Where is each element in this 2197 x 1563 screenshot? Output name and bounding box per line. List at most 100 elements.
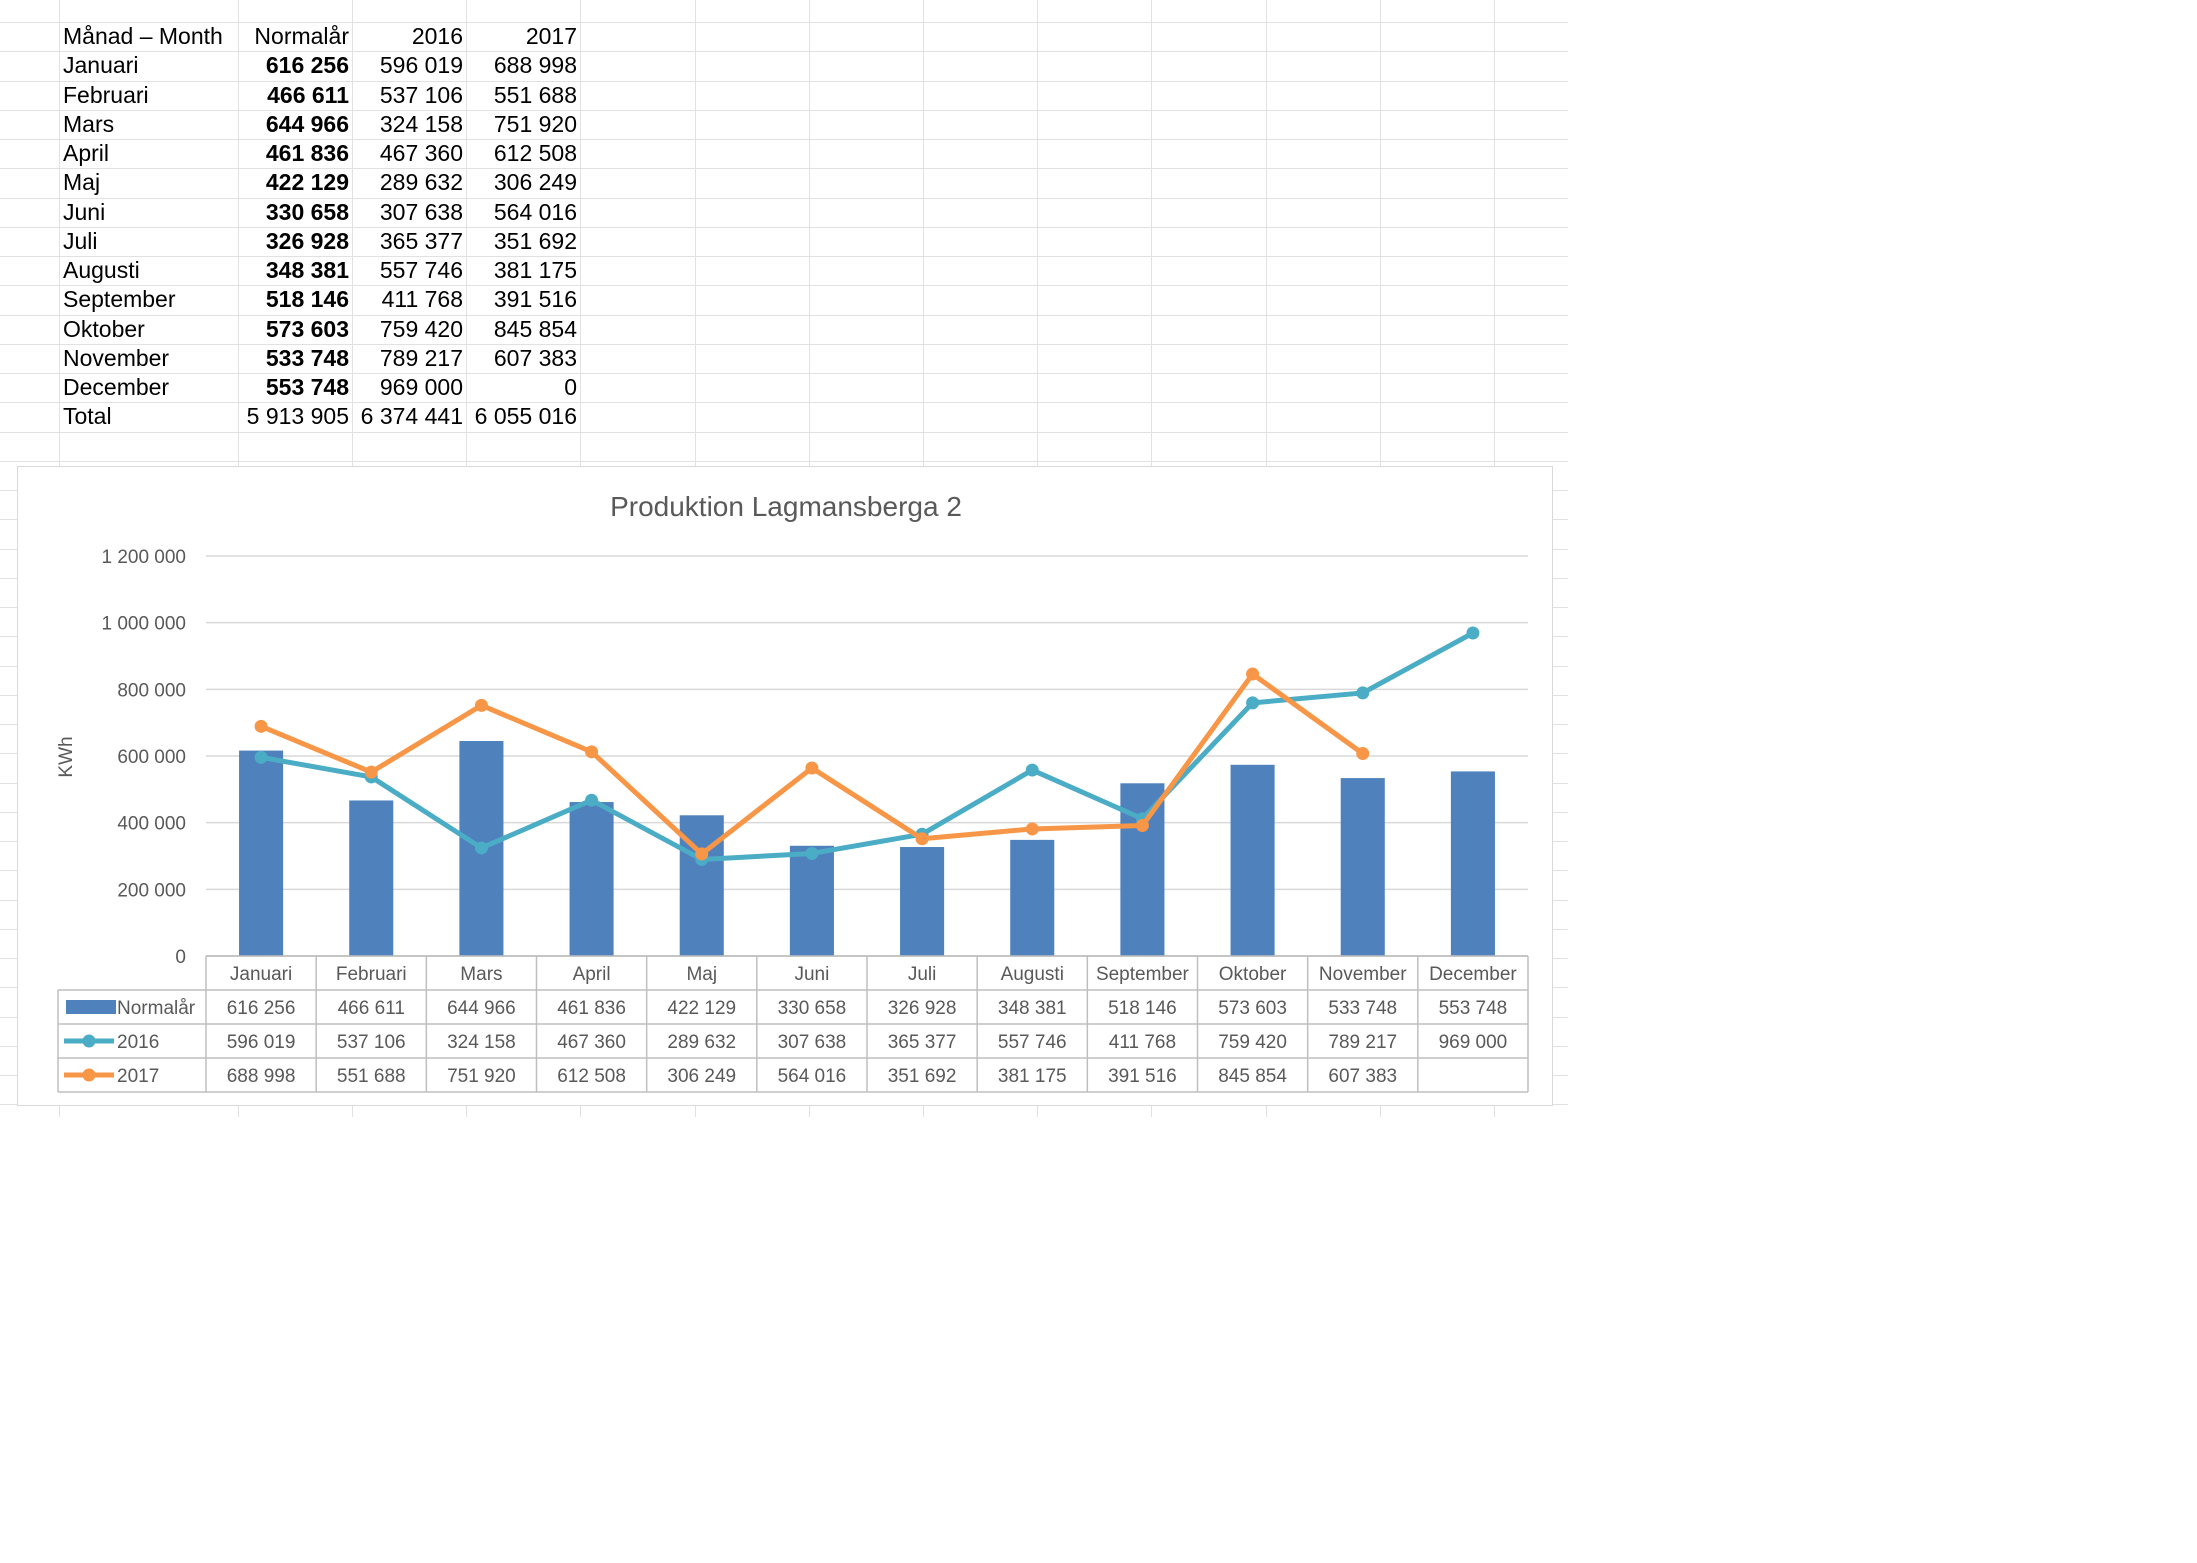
y-tick-labels: 0 200 000 400 000 600 000 800 000 1 000 000 1 …	[101, 547, 186, 968]
data-point[interactable]	[695, 847, 709, 861]
data-point[interactable]	[474, 841, 488, 855]
data-point[interactable]	[585, 745, 599, 759]
table-cell[interactable]: 596 019	[379, 52, 463, 78]
data-label: 607 383	[1328, 1066, 1397, 1087]
data-label: 411 768	[1109, 1032, 1176, 1053]
x-tick-label: Januari	[230, 964, 292, 985]
table-cell[interactable]: 612 508	[493, 140, 577, 166]
table-cell[interactable]: 688 998	[493, 52, 577, 78]
data-point[interactable]	[474, 698, 488, 712]
table-cell[interactable]: 751 920	[493, 111, 577, 137]
table-cell[interactable]: 422 129	[265, 169, 349, 195]
table-row-label[interactable]: Oktober	[63, 316, 145, 342]
table-cell[interactable]: 391 516	[493, 286, 577, 312]
bar[interactable]	[569, 802, 614, 956]
table-cell[interactable]: 6 055 016	[474, 403, 577, 429]
bar[interactable]	[900, 847, 945, 956]
table-cell[interactable]: 518 146	[265, 286, 349, 312]
table-cell[interactable]: 607 383	[493, 345, 577, 371]
table-cell[interactable]: 644 966	[265, 111, 349, 137]
data-point[interactable]	[1246, 696, 1260, 710]
table-cell[interactable]: 330 658	[265, 199, 349, 225]
table-cell[interactable]: 365 377	[379, 228, 463, 254]
data-point[interactable]	[585, 793, 599, 807]
table-cell[interactable]: 381 175	[493, 257, 577, 283]
table-cell[interactable]: 306 249	[493, 169, 577, 195]
table-row-label[interactable]: November	[63, 345, 170, 371]
table-cell[interactable]: 467 360	[379, 140, 463, 166]
table-row-label[interactable]: April	[63, 140, 110, 166]
data-point[interactable]	[915, 832, 929, 846]
table-cell[interactable]: 845 854	[493, 316, 577, 342]
table-cell[interactable]: 411 768	[381, 286, 463, 312]
table-row-label[interactable]: Juli	[63, 228, 98, 254]
data-label: 365 377	[888, 1032, 957, 1053]
table-cell[interactable]: 324 158	[379, 111, 463, 137]
x-tick-label: September	[1096, 964, 1190, 985]
data-label: 307 638	[778, 1032, 847, 1053]
x-tick-label: Juli	[908, 964, 937, 985]
table-cell[interactable]: 351 692	[493, 228, 577, 254]
table-cell[interactable]: 759 420	[379, 316, 463, 342]
table-cell[interactable]: 348 381	[265, 257, 349, 283]
table-header-cell[interactable]: 2017	[525, 23, 577, 49]
table-cell[interactable]: 969 000	[379, 374, 463, 400]
bar[interactable]	[1010, 839, 1055, 956]
table-cell[interactable]: 533 748	[265, 345, 349, 371]
data-point[interactable]	[254, 719, 268, 733]
table-cell[interactable]: 461 836	[265, 140, 349, 166]
table-cell[interactable]: 5 913 905	[246, 403, 349, 429]
table-cell[interactable]: 326 928	[265, 228, 349, 254]
legend-key-marker	[82, 1034, 96, 1048]
bar[interactable]	[349, 800, 394, 956]
table-cell[interactable]: 616 256	[265, 52, 349, 78]
bar[interactable]	[1340, 778, 1385, 956]
y-tick-label: 0	[175, 947, 186, 968]
data-point[interactable]	[254, 750, 268, 764]
table-cell[interactable]: 551 688	[493, 82, 577, 108]
data-label: 616 256	[227, 998, 296, 1019]
table-cell[interactable]: 553 748	[265, 374, 349, 400]
data-point[interactable]	[1466, 626, 1480, 640]
bar[interactable]	[239, 750, 284, 956]
table-row-label[interactable]: Maj	[63, 169, 101, 195]
table-cell[interactable]: 0	[564, 374, 577, 400]
chart-area[interactable]: Produktion Lagmansberga 2 KWh 0 200 000 40…	[17, 466, 1553, 1106]
table-cell[interactable]: 289 632	[379, 169, 463, 195]
bar[interactable]	[1230, 764, 1275, 956]
data-point[interactable]	[805, 761, 819, 775]
table-cell[interactable]: 573 603	[265, 316, 349, 342]
data-point[interactable]	[1025, 822, 1039, 836]
table-header-cell[interactable]: 2016	[411, 23, 463, 49]
data-point[interactable]	[1135, 818, 1149, 832]
table-row-label[interactable]: Mars	[63, 111, 115, 137]
table-row-label[interactable]: Juni	[63, 199, 106, 225]
table-row-label[interactable]: September	[63, 286, 176, 312]
table-row-label[interactable]: Januari	[63, 52, 139, 78]
data-label: 553 748	[1439, 998, 1508, 1019]
table-cell[interactable]: 537 106	[379, 82, 463, 108]
table-header-cell[interactable]: Normalår	[254, 23, 349, 49]
bar[interactable]	[1450, 771, 1495, 956]
data-label: 422 129	[667, 998, 736, 1019]
table-cell[interactable]: 466 611	[267, 82, 349, 108]
data-point[interactable]	[1025, 763, 1039, 777]
legend-series-name: 2016	[117, 1032, 159, 1053]
data-point[interactable]	[1356, 686, 1370, 700]
table-row-label[interactable]: Augusti	[63, 257, 140, 283]
table-cell[interactable]: 307 638	[379, 199, 463, 225]
table-row-label[interactable]: Februari	[63, 82, 149, 108]
data-point[interactable]	[1356, 747, 1370, 761]
bar[interactable]	[1120, 783, 1165, 956]
table-cell[interactable]: 789 217	[379, 345, 463, 371]
data-point[interactable]	[1246, 667, 1260, 681]
data-point[interactable]	[805, 846, 819, 860]
table-row-label[interactable]: Total	[63, 403, 112, 429]
table-row-label[interactable]: December	[63, 374, 170, 400]
table-cell[interactable]: 557 746	[379, 257, 463, 283]
table-cell[interactable]: 6 374 441	[360, 403, 463, 429]
bar[interactable]	[789, 845, 834, 956]
table-header-cell[interactable]: Månad – Month	[63, 23, 223, 49]
data-point[interactable]	[364, 765, 378, 779]
table-cell[interactable]: 564 016	[493, 199, 577, 225]
